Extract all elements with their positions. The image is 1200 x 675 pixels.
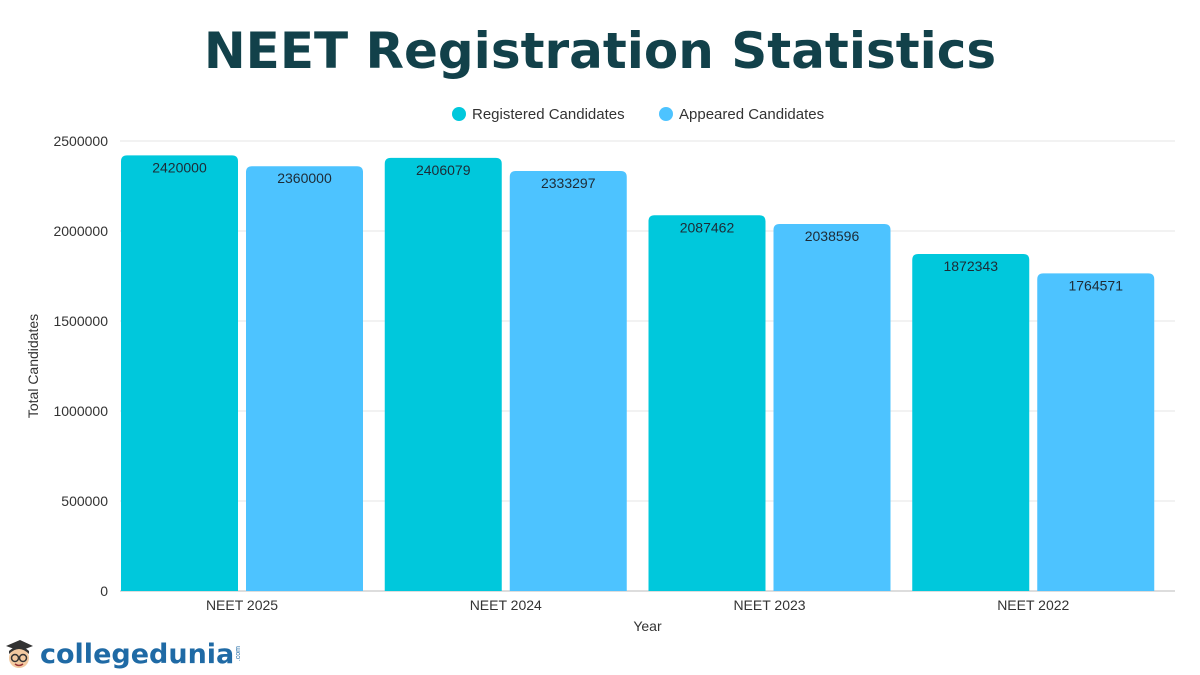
bar	[912, 253, 1030, 591]
y-tick-label: 1500000	[53, 313, 108, 329]
bar	[121, 155, 238, 591]
mascot-icon	[6, 640, 33, 668]
data-label: 1764571	[1068, 277, 1123, 293]
legend-marker	[452, 107, 466, 121]
collegedunia-logo: collegedunia .com	[4, 638, 242, 670]
legend-label: Registered Candidates	[472, 106, 625, 123]
bar	[1037, 273, 1155, 591]
y-tick-label: 500000	[61, 493, 108, 509]
logo-suffix: .com	[235, 646, 243, 662]
x-tick-label: NEET 2025	[206, 597, 278, 613]
y-axis-label: Total Candidates	[25, 314, 41, 418]
x-tick-label: NEET 2024	[470, 597, 542, 613]
logo-text: collegedunia	[40, 638, 235, 670]
bar	[773, 224, 891, 591]
bar	[648, 215, 766, 591]
x-tick-label: NEET 2023	[733, 597, 805, 613]
chart-title: NEET Registration Statistics	[203, 22, 997, 80]
x-axis-label: Year	[633, 618, 662, 634]
legend-marker	[659, 107, 673, 121]
bar	[509, 171, 627, 592]
y-tick-label: 2500000	[53, 133, 108, 149]
data-label: 2333297	[541, 175, 596, 191]
data-label: 2406079	[416, 162, 471, 178]
data-label: 2420000	[152, 159, 207, 175]
y-tick-label: 2000000	[53, 223, 108, 239]
data-label: 2087462	[680, 219, 735, 235]
legend-label: Appeared Candidates	[679, 106, 824, 123]
bar	[384, 157, 502, 592]
y-tick-label: 1000000	[53, 403, 108, 419]
data-label: 2038596	[805, 228, 860, 244]
y-tick-label: 0	[100, 583, 108, 599]
x-tick-label: NEET 2022	[997, 597, 1069, 613]
bar	[246, 166, 363, 591]
data-label: 1872343	[943, 258, 998, 274]
data-label: 2360000	[277, 170, 332, 186]
